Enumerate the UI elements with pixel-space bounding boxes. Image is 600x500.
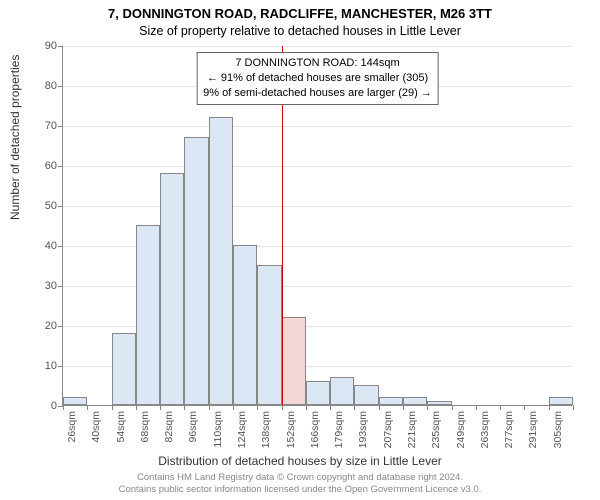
y-tick-label: 0 bbox=[51, 400, 57, 412]
histogram-bar bbox=[282, 317, 306, 405]
y-tick-mark bbox=[58, 366, 63, 367]
x-tick-label: 110sqm bbox=[212, 411, 224, 448]
y-tick-mark bbox=[58, 126, 63, 127]
histogram-bar bbox=[112, 333, 136, 405]
annotation-line1: 7 DONNINGTON ROAD: 144sqm bbox=[203, 56, 432, 71]
histogram-bar bbox=[427, 401, 451, 405]
x-axis-label: Distribution of detached houses by size … bbox=[0, 454, 600, 468]
histogram-bar bbox=[549, 397, 573, 405]
grid-line bbox=[63, 166, 572, 167]
x-tick-mark bbox=[500, 405, 501, 410]
y-tick-mark bbox=[58, 246, 63, 247]
grid-line bbox=[63, 206, 572, 207]
x-tick-label: 124sqm bbox=[236, 411, 248, 448]
x-tick-mark bbox=[136, 405, 137, 410]
y-tick-label: 10 bbox=[45, 360, 57, 372]
x-tick-label: 138sqm bbox=[260, 411, 272, 448]
x-tick-label: 166sqm bbox=[309, 411, 321, 448]
histogram-bar bbox=[403, 397, 427, 405]
histogram-bar bbox=[306, 381, 330, 405]
x-tick-label: 277sqm bbox=[503, 411, 515, 448]
grid-line bbox=[63, 46, 572, 47]
page-subtitle: Size of property relative to detached ho… bbox=[0, 23, 600, 39]
annotation-box: 7 DONNINGTON ROAD: 144sqm ← 91% of detac… bbox=[196, 52, 439, 105]
footer-line2: Contains public sector information licen… bbox=[0, 484, 600, 496]
x-tick-mark bbox=[209, 405, 210, 410]
x-tick-label: 305sqm bbox=[552, 411, 564, 448]
histogram-bar bbox=[379, 397, 403, 405]
x-tick-mark bbox=[112, 405, 113, 410]
histogram-bar bbox=[330, 377, 354, 405]
x-tick-label: 54sqm bbox=[115, 411, 127, 443]
x-tick-mark bbox=[257, 405, 258, 410]
histogram-plot: 010203040506070809026sqm40sqm54sqm68sqm8… bbox=[62, 46, 572, 406]
x-tick-mark bbox=[573, 405, 574, 410]
x-tick-label: 249sqm bbox=[455, 411, 467, 448]
histogram-bar bbox=[184, 137, 208, 405]
x-tick-label: 179sqm bbox=[333, 411, 345, 448]
y-tick-label: 50 bbox=[45, 200, 57, 212]
histogram-bar bbox=[209, 117, 233, 405]
y-tick-label: 80 bbox=[45, 80, 57, 92]
x-tick-mark bbox=[452, 405, 453, 410]
histogram-bar bbox=[136, 225, 160, 405]
y-tick-mark bbox=[58, 326, 63, 327]
y-tick-mark bbox=[58, 206, 63, 207]
x-tick-mark bbox=[330, 405, 331, 410]
histogram-bar bbox=[63, 397, 87, 405]
x-tick-mark bbox=[282, 405, 283, 410]
histogram-bar bbox=[257, 265, 281, 405]
x-tick-mark bbox=[403, 405, 404, 410]
footer-line1: Contains HM Land Registry data © Crown c… bbox=[0, 472, 600, 484]
y-tick-mark bbox=[58, 166, 63, 167]
x-tick-label: 291sqm bbox=[527, 411, 539, 448]
x-tick-mark bbox=[63, 405, 64, 410]
x-tick-mark bbox=[476, 405, 477, 410]
y-tick-label: 30 bbox=[45, 280, 57, 292]
y-tick-label: 40 bbox=[45, 240, 57, 252]
y-tick-mark bbox=[58, 286, 63, 287]
x-tick-label: 26sqm bbox=[66, 411, 78, 443]
x-tick-label: 221sqm bbox=[406, 411, 418, 448]
annotation-line3: 9% of semi-detached houses are larger (2… bbox=[203, 86, 432, 101]
x-tick-mark bbox=[233, 405, 234, 410]
x-tick-mark bbox=[427, 405, 428, 410]
x-tick-label: 207sqm bbox=[382, 411, 394, 448]
x-tick-label: 152sqm bbox=[285, 411, 297, 448]
x-tick-label: 82sqm bbox=[163, 411, 175, 443]
x-tick-label: 263sqm bbox=[479, 411, 491, 448]
x-tick-label: 193sqm bbox=[357, 411, 369, 448]
x-tick-mark bbox=[184, 405, 185, 410]
x-tick-label: 40sqm bbox=[90, 411, 102, 443]
x-tick-mark bbox=[524, 405, 525, 410]
annotation-line2: ← 91% of detached houses are smaller (30… bbox=[203, 71, 432, 86]
chart-container: 7, DONNINGTON ROAD, RADCLIFFE, MANCHESTE… bbox=[0, 0, 600, 500]
grid-line bbox=[63, 126, 572, 127]
x-tick-mark bbox=[306, 405, 307, 410]
page-title: 7, DONNINGTON ROAD, RADCLIFFE, MANCHESTE… bbox=[0, 0, 600, 23]
x-tick-mark bbox=[549, 405, 550, 410]
x-tick-mark bbox=[160, 405, 161, 410]
y-tick-label: 70 bbox=[45, 120, 57, 132]
histogram-bar bbox=[233, 245, 257, 405]
footer-attribution: Contains HM Land Registry data © Crown c… bbox=[0, 472, 600, 496]
y-tick-mark bbox=[58, 86, 63, 87]
y-tick-label: 20 bbox=[45, 320, 57, 332]
y-axis-label: Number of detached properties bbox=[8, 55, 22, 220]
x-tick-label: 235sqm bbox=[430, 411, 442, 448]
x-tick-label: 68sqm bbox=[139, 411, 151, 443]
histogram-bar bbox=[160, 173, 184, 405]
histogram-bar bbox=[354, 385, 378, 405]
y-tick-label: 90 bbox=[45, 40, 57, 52]
x-tick-mark bbox=[87, 405, 88, 410]
y-tick-label: 60 bbox=[45, 160, 57, 172]
y-tick-mark bbox=[58, 46, 63, 47]
x-tick-label: 96sqm bbox=[187, 411, 199, 443]
x-tick-mark bbox=[354, 405, 355, 410]
x-tick-mark bbox=[379, 405, 380, 410]
